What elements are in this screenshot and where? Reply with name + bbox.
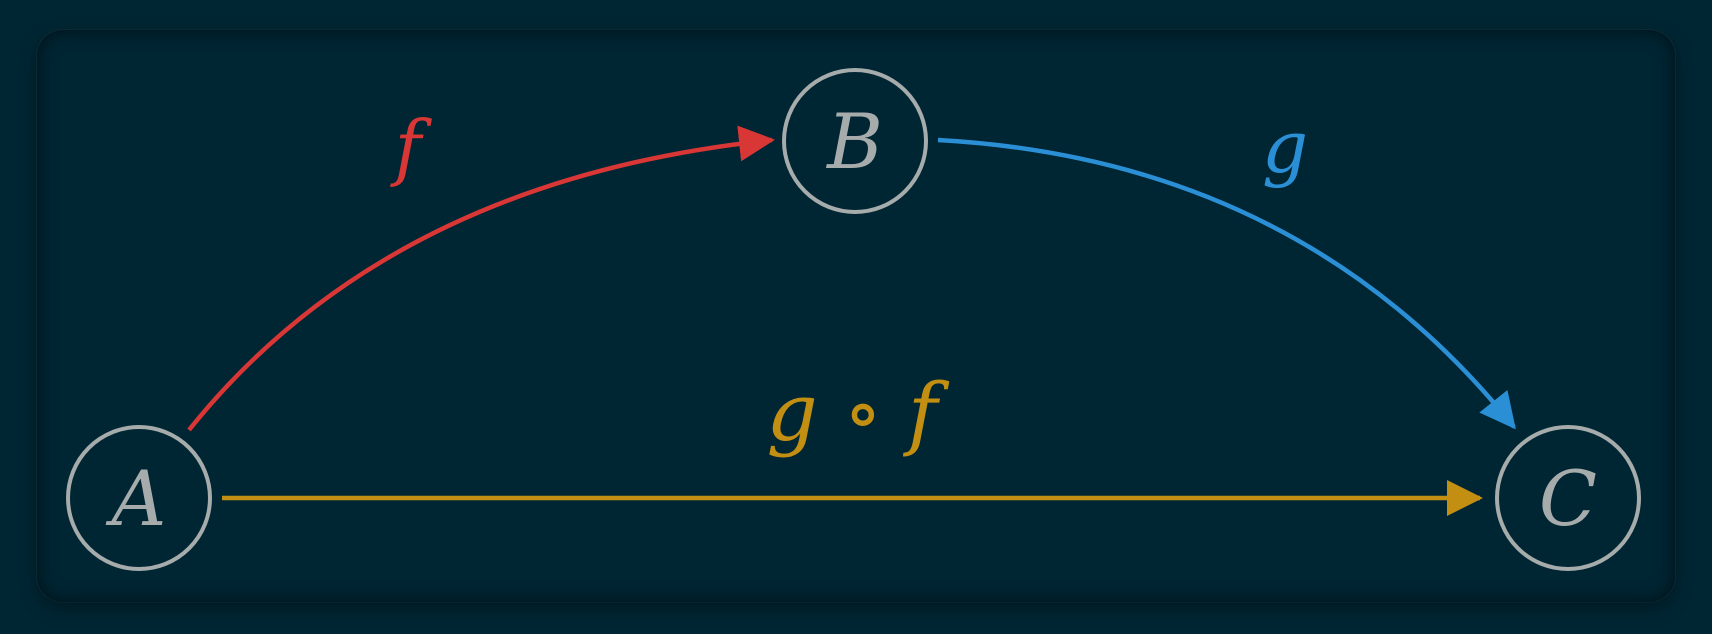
- node-a-label: A: [106, 454, 167, 543]
- node-c-label: C: [1539, 454, 1597, 543]
- node-a-circle: [66, 425, 212, 571]
- node-b-circle: [782, 68, 928, 214]
- node-c: C: [1495, 425, 1641, 571]
- diagram-panel: [37, 30, 1675, 602]
- edge-g-arrow: [937, 137, 1516, 430]
- edge-gf-label: g ∘ f: [767, 366, 950, 459]
- node-a: A: [66, 425, 212, 571]
- node-c-circle: [1495, 425, 1641, 571]
- node-b: B: [782, 68, 928, 214]
- edge-f-label: f: [390, 105, 433, 189]
- edge-f-arrow: [187, 125, 775, 432]
- edge-g-label: g: [1262, 105, 1308, 189]
- node-b-label: B: [825, 97, 883, 186]
